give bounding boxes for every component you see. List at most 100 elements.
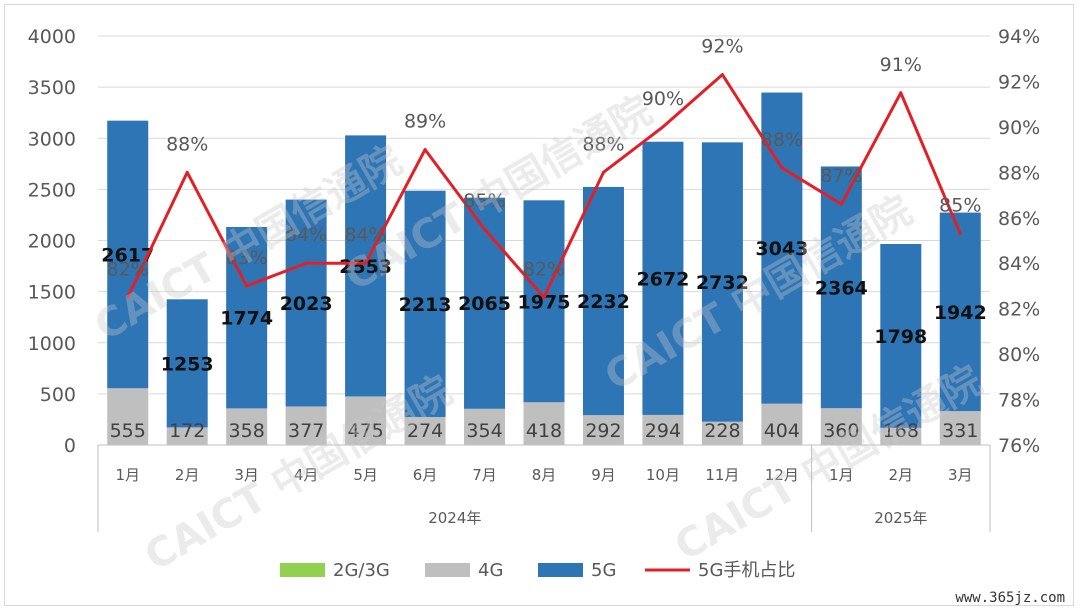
label-5g-value: 1942 — [934, 302, 987, 324]
bar-5g — [820, 166, 862, 409]
label-4g-value: 172 — [169, 420, 205, 442]
bar-5g — [107, 120, 149, 389]
legend: 2G/3G 4G 5G 5G手机占比 — [280, 560, 795, 581]
line-point — [958, 232, 962, 236]
x-group-label: 2024年 — [428, 509, 481, 527]
bar-4g — [701, 421, 743, 445]
y-right-tick-label: 94% — [998, 26, 1040, 48]
legend-swatch — [538, 563, 583, 577]
line-point — [720, 73, 724, 77]
x-category-label: 4月 — [294, 466, 319, 484]
y-right-tick-label: 86% — [998, 208, 1040, 230]
label-5g-value: 2364 — [815, 277, 868, 299]
bar-5g — [939, 212, 981, 412]
chart-frame: 555 2617 172 1253 358 1774 377 2023 475 2553 274 22… — [4, 4, 1074, 606]
x-category-label: 2月 — [175, 466, 200, 484]
x-category-label: 3月 — [234, 466, 259, 484]
line-data-label: 84% — [344, 224, 386, 246]
line-data-label: 84% — [285, 224, 327, 246]
label-4g-value: 274 — [407, 420, 443, 442]
y-right-tick-label: 76% — [998, 435, 1040, 457]
y-left-tick-label: 4000 — [28, 26, 76, 48]
bar-4g — [939, 411, 981, 445]
label-4g-value: 377 — [288, 420, 324, 442]
bar-5g — [285, 199, 327, 407]
line-series: 82% 88% 83% 84% 84% 89% 85% 82% 88% 90% 92% 88% 87% 9… — [107, 36, 981, 299]
x-category-label: 11月 — [705, 466, 739, 484]
line-point — [185, 170, 189, 174]
label-5g-value: 1774 — [220, 308, 273, 330]
bar-4g — [464, 408, 506, 445]
label-4g-value: 360 — [823, 420, 859, 442]
y-right-tick-label: 88% — [998, 162, 1040, 184]
line-data-label: 88% — [166, 133, 208, 155]
x-category-label: 6月 — [413, 466, 438, 484]
label-5g-value: 2232 — [577, 291, 630, 313]
y-right-tick-label: 84% — [998, 253, 1040, 275]
label-5g-value: 1253 — [161, 353, 214, 375]
line-point — [126, 295, 130, 299]
line-point — [780, 166, 784, 170]
x-category-label: 1月 — [829, 466, 854, 484]
line-point — [839, 202, 843, 206]
bar-4g — [404, 416, 446, 445]
bar-4g — [523, 402, 565, 445]
label-4g-value: 331 — [942, 420, 978, 442]
line-point — [423, 148, 427, 152]
y-left-tick-label: 3500 — [28, 77, 76, 99]
label-4g-value: 475 — [347, 420, 383, 442]
bar-4g — [642, 414, 684, 445]
label-4g-value: 354 — [466, 420, 502, 442]
bar-4g — [880, 427, 922, 445]
y-right-tick-label: 90% — [998, 117, 1040, 139]
x-category-label: 9月 — [591, 466, 616, 484]
line-data-label: 92% — [701, 36, 743, 58]
y-left-tick-label: 2000 — [28, 231, 76, 253]
line-data-label: 88% — [761, 129, 803, 151]
label-5g-value: 3043 — [755, 238, 808, 260]
label-4g-value: 168 — [883, 420, 919, 442]
x-category-label: 5月 — [353, 466, 378, 484]
line-point — [899, 91, 903, 95]
bar-5g — [582, 186, 624, 416]
x-category-label: 2月 — [889, 466, 914, 484]
label-5g-value: 1798 — [874, 326, 927, 348]
x-category-label: 8月 — [532, 466, 557, 484]
legend-swatch — [425, 563, 470, 577]
y-left-tick-label: 1500 — [28, 282, 76, 304]
x-category-label: 1月 — [115, 466, 140, 484]
line-point — [364, 261, 368, 265]
x-category-label: 10月 — [646, 466, 680, 484]
legend-swatch — [280, 563, 325, 577]
legend-label: 4G — [478, 560, 503, 581]
label-5g-value: 2023 — [280, 293, 333, 315]
x-category-label: 12月 — [765, 466, 799, 484]
line-data-label: 85% — [463, 190, 505, 212]
y-right-tick-label: 78% — [998, 390, 1040, 412]
y-left-tick-label: 0 — [64, 435, 76, 457]
line-data-label: 82% — [523, 258, 565, 280]
bar-5g — [880, 243, 922, 428]
bar-5g — [404, 190, 446, 417]
y-left-tick-label: 3000 — [28, 128, 76, 150]
bar-4g — [166, 427, 208, 445]
bar-4g — [761, 403, 803, 445]
line-data-label: 91% — [880, 54, 922, 76]
bar-5g — [523, 200, 565, 403]
line-point — [661, 125, 665, 129]
label-5g-value: 1975 — [518, 291, 571, 313]
label-4g-value: 404 — [764, 420, 800, 442]
line-point — [601, 170, 605, 174]
bar-4g — [226, 408, 268, 445]
y-left-tick-label: 500 — [40, 384, 76, 406]
y-right-tick-label: 92% — [998, 71, 1040, 93]
x-group-label: 2025年 — [874, 509, 927, 527]
bar-5g — [166, 299, 208, 428]
label-5g-value: 2617 — [101, 244, 154, 266]
site-label: www.365jz.com — [955, 590, 1065, 606]
label-4g-value: 292 — [585, 420, 621, 442]
line-point — [245, 284, 249, 288]
y-left-tick-label: 1000 — [28, 333, 76, 355]
line-data-label: 88% — [582, 133, 624, 155]
label-5g-value: 2672 — [636, 268, 689, 290]
